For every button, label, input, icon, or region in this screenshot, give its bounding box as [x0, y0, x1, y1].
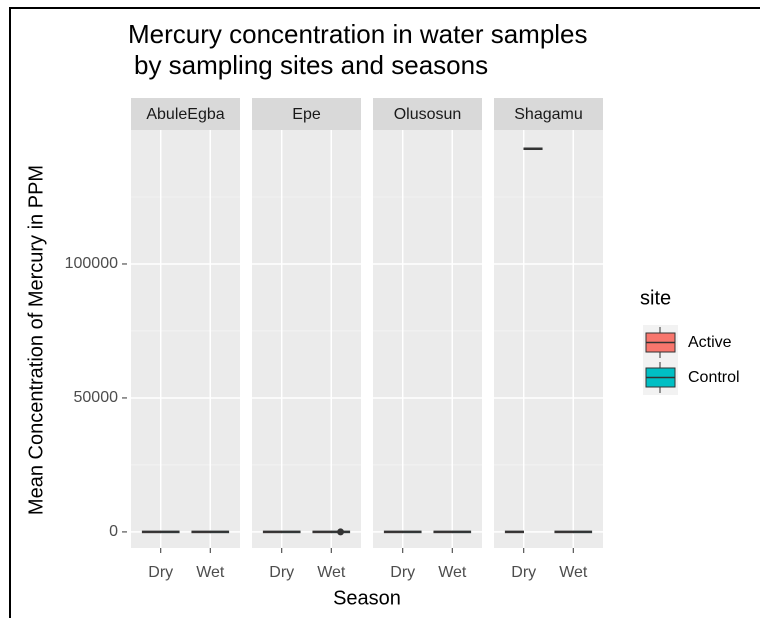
- chart-subtitle: by sampling sites and seasons: [134, 50, 488, 80]
- x-tick-label: Wet: [438, 564, 467, 581]
- x-tick-label: Dry: [148, 564, 173, 581]
- panel-background: [252, 130, 361, 548]
- strip-background: [373, 98, 482, 130]
- panel-background: [494, 130, 603, 548]
- chart-title: Mercury concentration in water samples: [128, 19, 588, 49]
- x-tick-label: Wet: [196, 564, 225, 581]
- x-axis-title: Season: [333, 587, 401, 609]
- x-tick-label: Dry: [390, 564, 415, 581]
- strip-label: Olusosun: [394, 106, 462, 123]
- strip-label: AbuleEgba: [146, 106, 224, 123]
- panel-background: [373, 130, 482, 548]
- strip-background: [252, 98, 361, 130]
- strip-background: [494, 98, 603, 130]
- strip-label: Epe: [292, 106, 321, 123]
- y-axis-title: Mean Concentration of Mercury in PPM: [25, 165, 47, 515]
- legend-label: Active: [688, 334, 732, 351]
- outlier: [337, 528, 345, 536]
- y-tick-label: 100000: [65, 255, 118, 272]
- strip-label: Shagamu: [514, 106, 583, 123]
- y-tick-label: 50000: [74, 389, 119, 406]
- x-tick-label: Wet: [317, 564, 346, 581]
- panel-background: [131, 130, 240, 548]
- frame: [9, 7, 760, 618]
- x-tick-label: Wet: [559, 564, 588, 581]
- x-tick-label: Dry: [511, 564, 536, 581]
- legend-title: site: [640, 287, 671, 309]
- y-tick-label: 0: [109, 523, 118, 540]
- strip-background: [131, 98, 240, 130]
- x-tick-label: Dry: [269, 564, 294, 581]
- legend-label: Control: [688, 369, 740, 386]
